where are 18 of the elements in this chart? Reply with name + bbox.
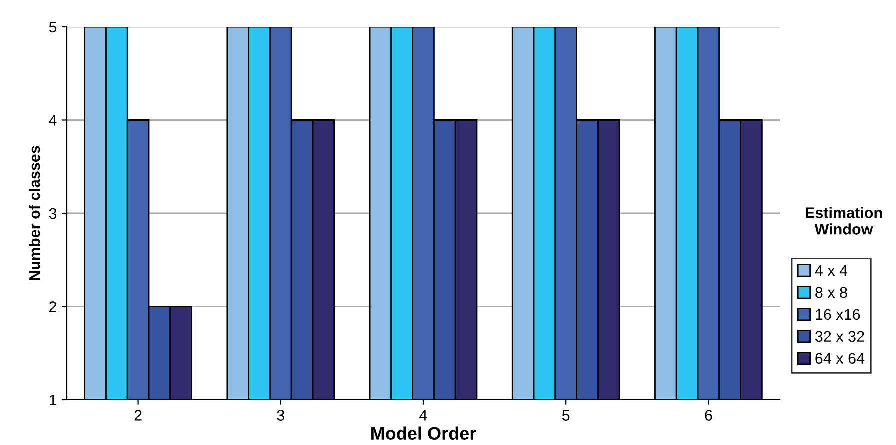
x-axis-title: Model Order [372, 426, 476, 440]
y-axis-title: Number of classes [28, 146, 40, 280]
x-tick-label: 2 [134, 410, 142, 421]
y-tick-label: 2 [50, 302, 57, 312]
x-tick-label: 6 [705, 410, 712, 421]
x-tick-label: 5 [562, 410, 570, 421]
x-tick-label: 3 [277, 410, 284, 421]
legend-label: 4 x 4 [815, 266, 848, 276]
y-tick-label: 5 [49, 22, 57, 33]
legend-label: 16 x16 [816, 309, 860, 320]
legend-label: 64 x 64 [816, 353, 865, 364]
x-tick-label: 4 [420, 410, 428, 421]
y-tick-label: 3 [49, 208, 57, 220]
legend-label: 32 x 32 [816, 331, 864, 342]
y-tick-label: 1 [50, 395, 57, 406]
legend-title: Estimation Window [806, 207, 882, 235]
y-tick-label: 4 [49, 115, 57, 126]
legend-label: 8 x 8 [816, 287, 848, 298]
